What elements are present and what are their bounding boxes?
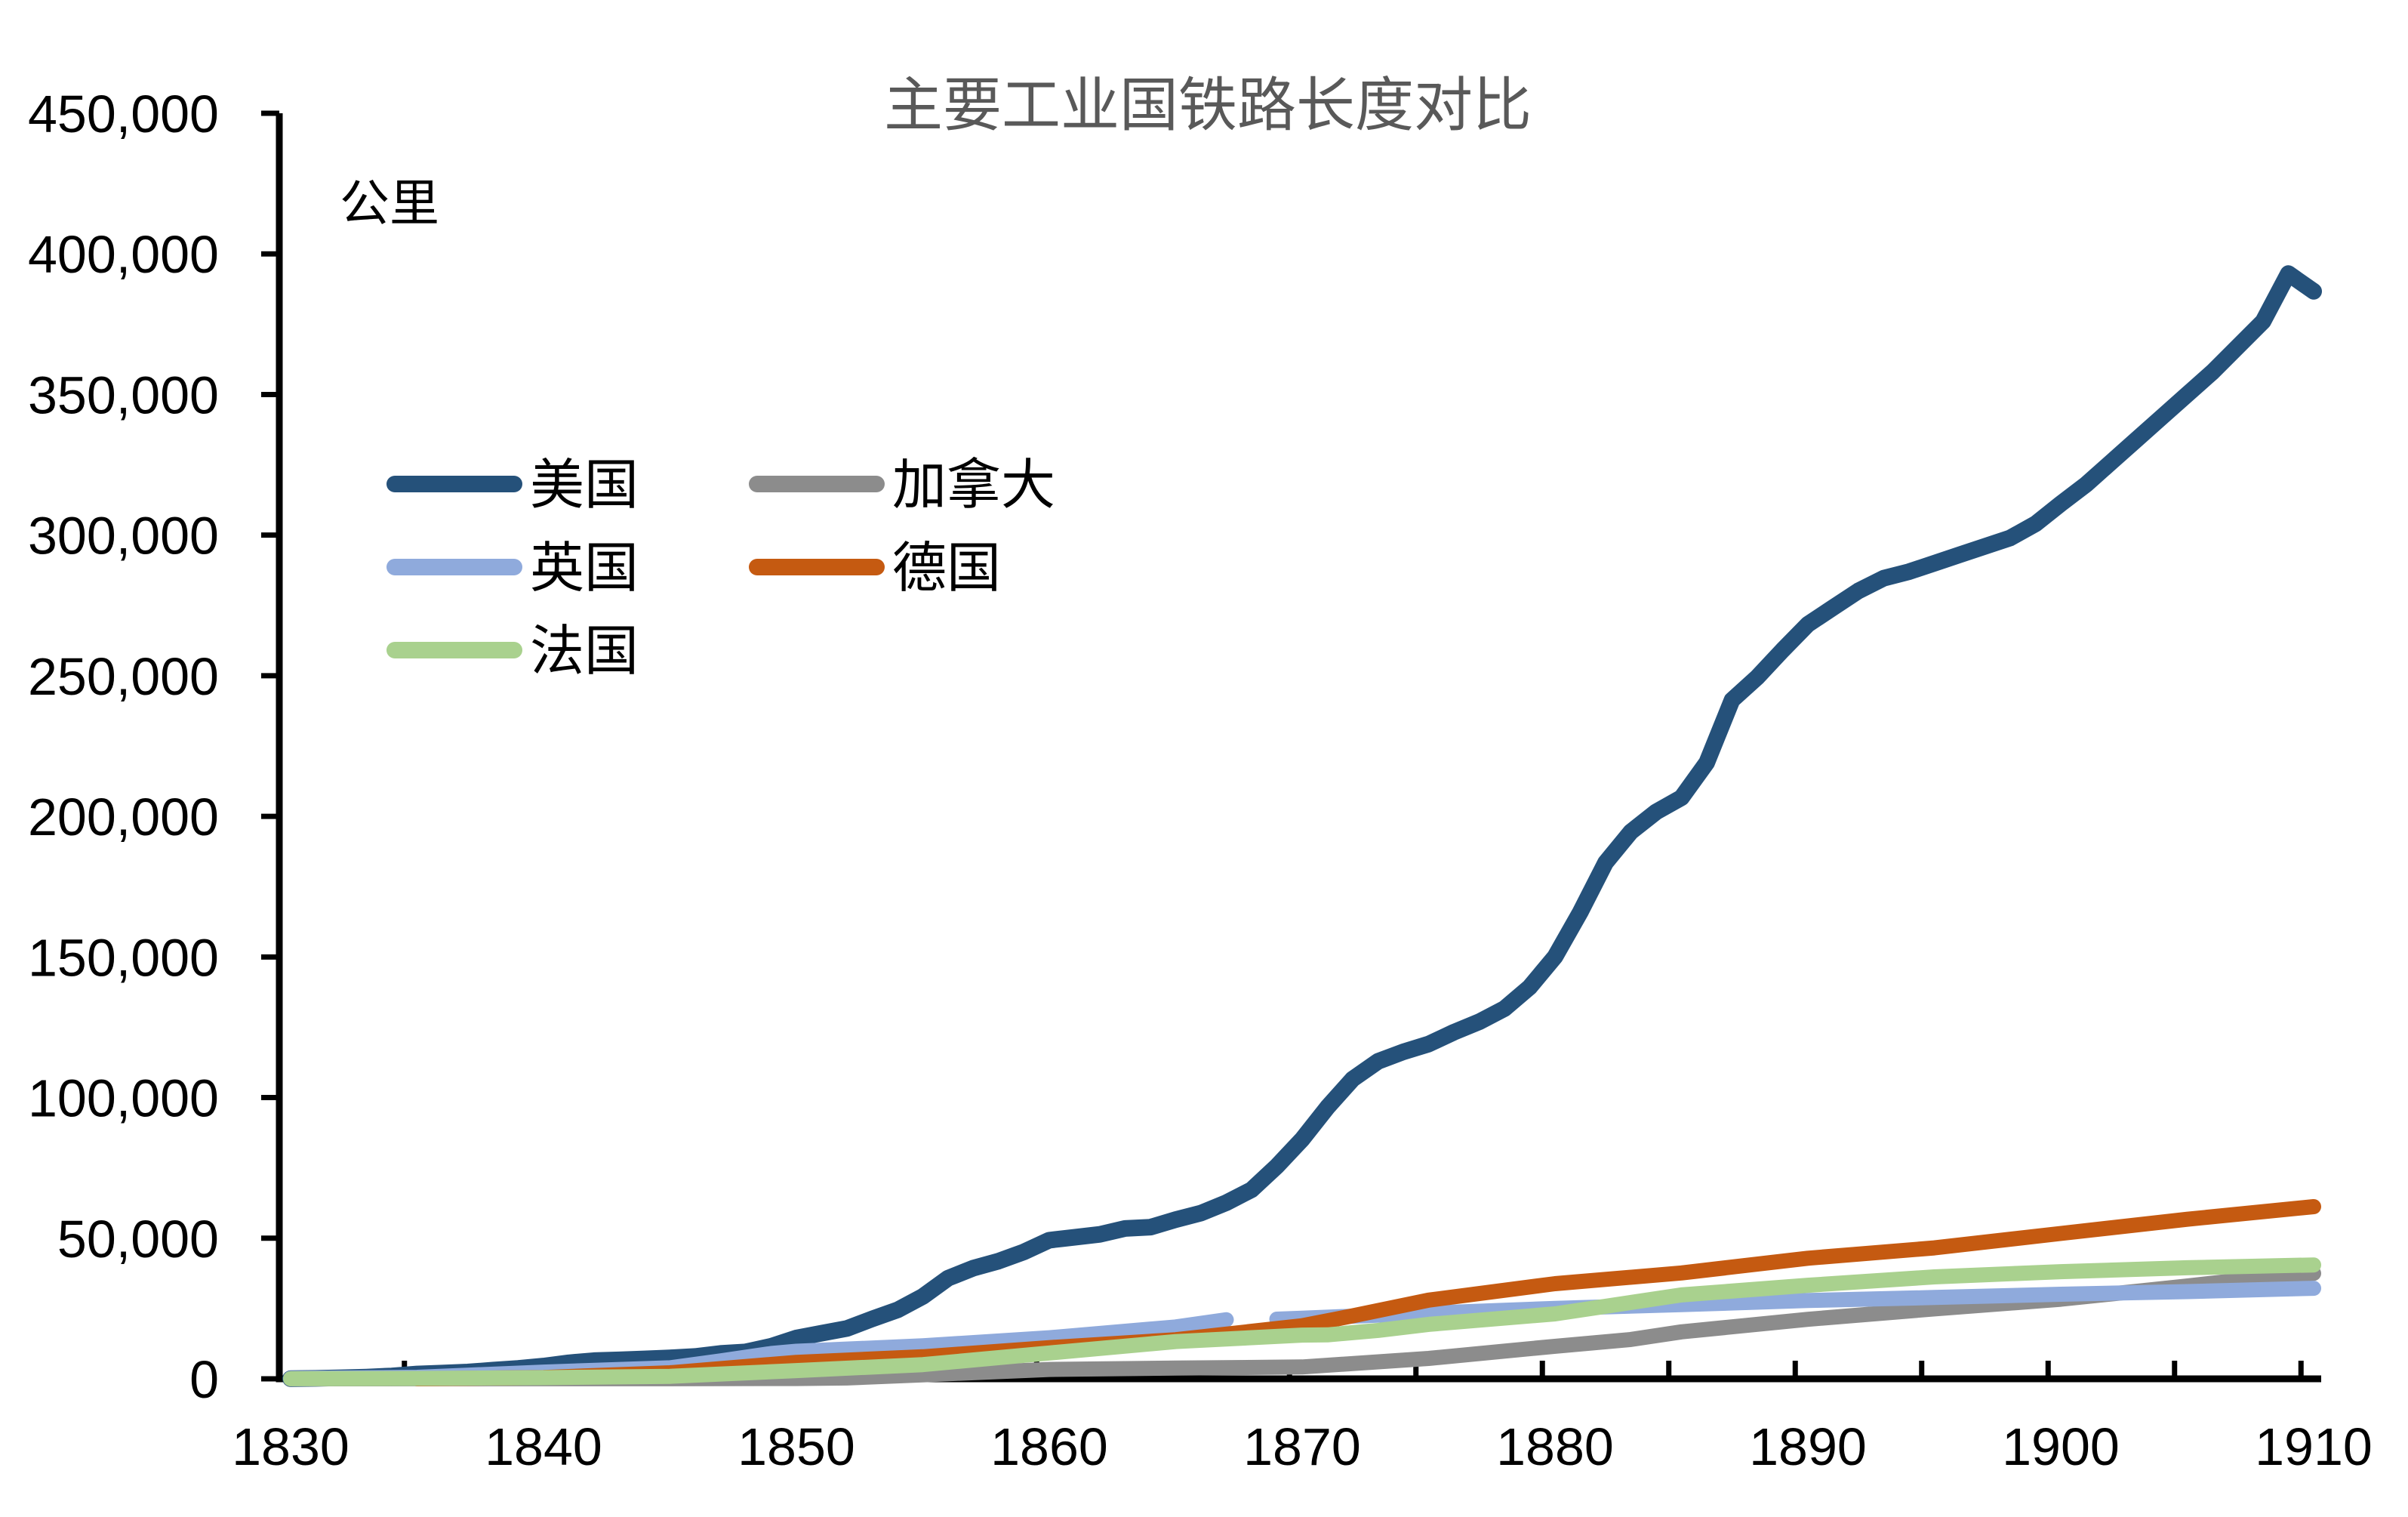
- legend-swatch-uk: [386, 559, 522, 575]
- x-axis-tick-label: 1850: [737, 1417, 855, 1476]
- x-axis-tick-label: 1860: [990, 1417, 1108, 1476]
- y-axis-tick-label: 100,000: [28, 1069, 219, 1128]
- legend-label-uk: 英国: [530, 538, 639, 599]
- plot-root: 0 50,000 100,000 150,000 200,000 250,000 300,0…: [28, 85, 2373, 1476]
- x-axis-tick-label: 1890: [1749, 1417, 1867, 1476]
- legend-swatch-usa: [386, 476, 522, 492]
- y-axis-tick-label: 250,000: [28, 647, 219, 706]
- y-axis-tick-label: 0: [189, 1350, 219, 1409]
- series-line-france: [283, 1257, 2321, 1386]
- legend-swatch-germany: [749, 559, 885, 575]
- y-axis-unit-label: 公里: [340, 177, 439, 232]
- legend-label-france: 法国: [530, 621, 639, 682]
- y-axis-tick-label: 350,000: [28, 365, 219, 424]
- y-axis-tick-label: 200,000: [28, 788, 219, 846]
- x-axis-tick-label: 1900: [2002, 1417, 2120, 1476]
- legend-label-germany: 德国: [892, 538, 1001, 599]
- series-line-usa: [282, 265, 2322, 1387]
- y-axis-tick-label: 450,000: [28, 85, 219, 143]
- x-axis-tick-label: 1910: [2255, 1417, 2373, 1476]
- legend-label-canada: 加拿大: [892, 455, 1055, 516]
- y-axis-tick-label: 150,000: [28, 928, 219, 987]
- legend-swatch-canada: [749, 476, 885, 492]
- x-axis-tick-label: 1880: [1496, 1417, 1614, 1476]
- y-axis-tick-label: 400,000: [28, 225, 219, 284]
- x-axis-tick-label: 1830: [232, 1417, 349, 1476]
- y-axis-tick-label: 300,000: [28, 507, 219, 566]
- x-axis-tick-label: 1870: [1243, 1417, 1361, 1476]
- chart-title: 主要工业国铁路长度对比: [884, 72, 1532, 138]
- legend-swatch-france: [386, 642, 522, 658]
- x-axis-tick-label: 1840: [485, 1417, 602, 1476]
- y-axis-tick-label: 50,000: [57, 1210, 219, 1269]
- legend-label-usa: 美国: [530, 455, 639, 516]
